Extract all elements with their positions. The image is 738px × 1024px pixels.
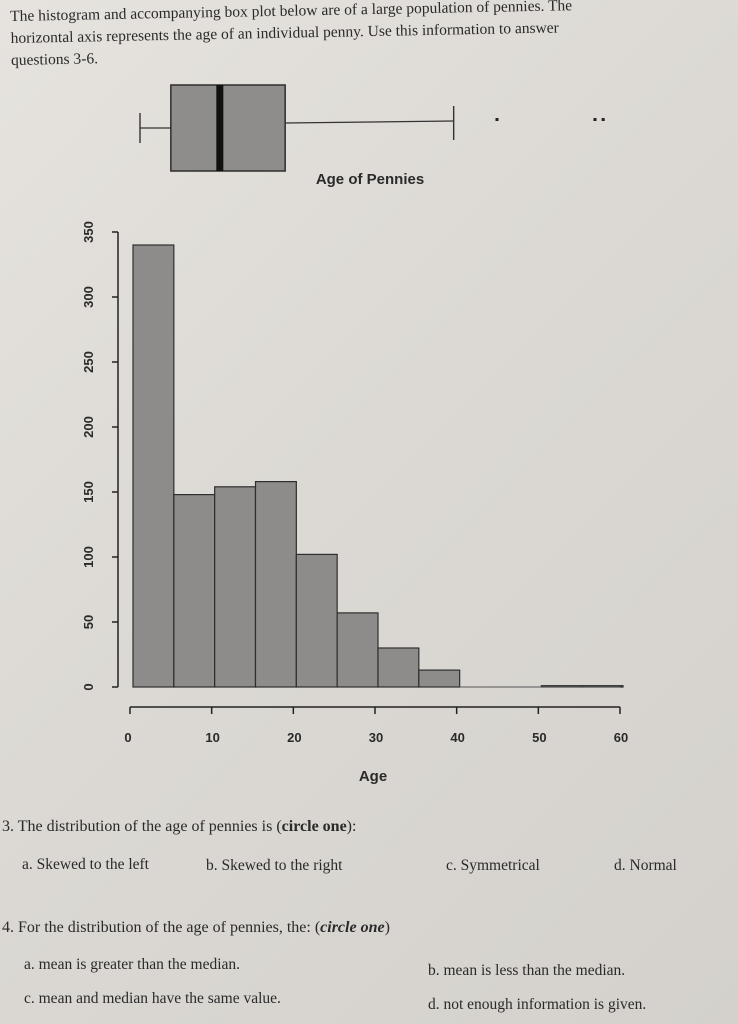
box-plot [139, 84, 605, 172]
histogram-bar [173, 494, 216, 688]
histogram: 0 50 100 150 200 250 300 350 0 10 20 30 40 50 60 [81, 221, 628, 745]
x-tick-label: 10 [205, 730, 219, 745]
y-tick-label: 200 [81, 416, 96, 438]
question-4-bold: circle one [320, 919, 385, 936]
y-tick-label: 350 [81, 221, 96, 243]
y-tick-label: 100 [81, 546, 96, 568]
question-4-tail: ) [384, 919, 390, 936]
box-iqr [170, 84, 286, 172]
q4-option-a[interactable]: a. mean is greater than the median. [24, 956, 241, 973]
histogram-bar [254, 481, 297, 688]
y-tick-label: 50 [81, 615, 96, 629]
question-3-number: 3. [2, 818, 14, 835]
x-axis-label: Age [359, 768, 387, 785]
question-4-text: For the distribution of the age of penni… [18, 919, 321, 936]
box-plot-title: Age of Pennies [316, 171, 424, 188]
q3-option-b[interactable]: b. Skewed to the right [206, 857, 343, 874]
q3-option-a[interactable]: a. Skewed to the left [22, 856, 149, 873]
question-3-tail: ): [346, 818, 357, 835]
y-tick-label: 250 [81, 351, 96, 373]
x-tick-label: 50 [532, 730, 546, 745]
outlier-point [593, 118, 597, 121]
q4-option-d[interactable]: d. not enough information is given. [428, 996, 647, 1013]
q4-option-c[interactable]: c. mean and median have the same value. [24, 990, 281, 1007]
question-3-text: The distribution of the age of pennies i… [17, 818, 282, 835]
y-tick-label: 0 [81, 683, 96, 690]
histogram-bar [336, 612, 379, 688]
x-tick-label: 60 [614, 730, 628, 745]
y-tick-label: 300 [81, 286, 96, 308]
histogram-bar [132, 244, 175, 688]
question-4: 4. For the distribution of the age of pe… [2, 919, 390, 937]
x-tick-label: 30 [369, 730, 383, 745]
outlier-point [601, 118, 605, 121]
question-3-bold: circle one [281, 818, 347, 835]
histogram-bar [295, 553, 338, 688]
histogram-bar [418, 669, 461, 688]
outlier-point [495, 118, 499, 121]
x-tick-label: 20 [287, 730, 301, 745]
q3-option-d[interactable]: d. Normal [614, 857, 677, 874]
histogram-bar [377, 647, 420, 688]
charts-svg: Age of Pennies 0 50 100 150 200 250 300 350 0 10 2… [81, 84, 628, 785]
x-tick-label: 0 [124, 730, 131, 745]
x-tick-label: 40 [450, 730, 464, 745]
question-3: 3. The distribution of the age of pennie… [2, 818, 356, 836]
question-4-number: 4. [2, 919, 14, 936]
q4-option-b[interactable]: b. mean is less than the median. [428, 962, 626, 979]
y-tick-label: 150 [81, 481, 96, 503]
q3-option-c[interactable]: c. Symmetrical [446, 857, 540, 874]
upper-whisker [285, 120, 454, 124]
histogram-bar [214, 486, 257, 688]
